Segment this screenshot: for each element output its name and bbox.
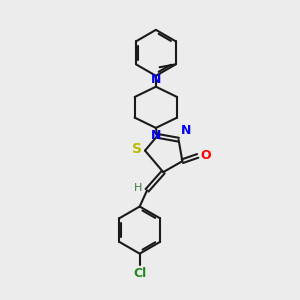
Text: H: H (134, 183, 142, 193)
Text: N: N (181, 124, 191, 137)
Text: Cl: Cl (133, 267, 146, 280)
Text: N: N (151, 129, 161, 142)
Text: O: O (200, 149, 211, 162)
Text: N: N (151, 73, 161, 86)
Text: S: S (132, 142, 142, 156)
